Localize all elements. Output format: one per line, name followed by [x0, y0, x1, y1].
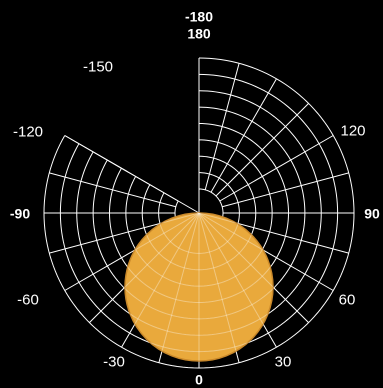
- globe-parallel: [125, 213, 273, 304]
- globe-parallel: [125, 213, 273, 353]
- globe-parallel: [125, 213, 273, 336]
- label-minus-30: -30: [103, 353, 125, 371]
- graticule-meridian: [219, 135, 334, 202]
- globe-meridian: [198, 213, 240, 361]
- label-minus-90: -90: [9, 205, 31, 222]
- globe-parallel: [141, 213, 257, 271]
- globe-meridian: [198, 213, 273, 323]
- globe-disc: [124, 212, 274, 362]
- graticule-meridian: [210, 78, 277, 193]
- label-0: 0: [195, 371, 203, 388]
- globe-meridian: [125, 213, 200, 254]
- globe-graticule: [125, 213, 273, 361]
- graticule-meridian: [222, 172, 349, 208]
- label-90: 90: [364, 205, 380, 222]
- graticule-meridian: [215, 103, 309, 197]
- globe-parallel: [158, 213, 240, 254]
- globe-parallel: [125, 213, 273, 320]
- label-180: 180: [187, 25, 211, 42]
- graticule-meridian: [222, 218, 349, 254]
- globe-meridian: [158, 213, 200, 361]
- globe: [124, 212, 274, 362]
- label-minus-60: -60: [17, 291, 39, 309]
- label-minus-180: -180: [184, 8, 214, 25]
- label-minus-150: -150: [82, 58, 114, 76]
- globe-parallel: [125, 213, 273, 287]
- graticule-meridian: [49, 172, 176, 208]
- sector-edge: [64, 135, 200, 214]
- label-60: 60: [338, 291, 356, 309]
- graticule-meridian: [204, 63, 240, 190]
- globe-meridian: [198, 213, 273, 254]
- label-30: 30: [274, 353, 292, 371]
- label-120: 120: [340, 122, 366, 140]
- label-minus-120: -120: [12, 123, 44, 141]
- graticule-meridian: [49, 218, 176, 254]
- globe-meridian: [125, 213, 200, 323]
